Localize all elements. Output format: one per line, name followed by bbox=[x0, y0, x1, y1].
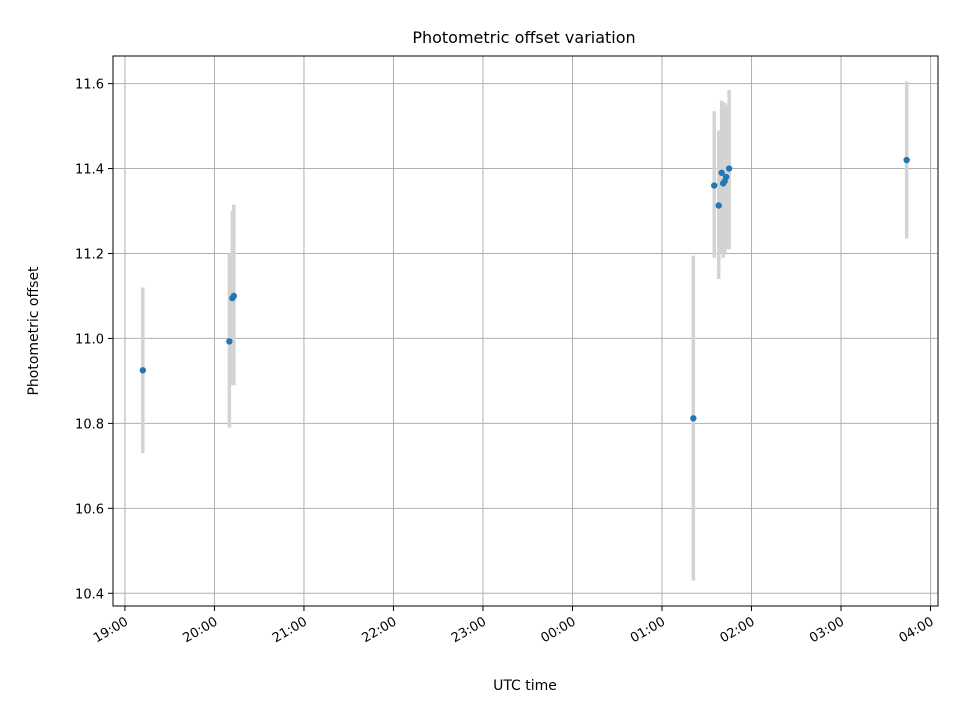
x-axis-label: UTC time bbox=[493, 678, 557, 694]
data-point bbox=[722, 173, 730, 181]
y-tick-label: 10.4 bbox=[75, 587, 104, 602]
data-point bbox=[715, 202, 722, 209]
y-tick-label: 11.0 bbox=[75, 332, 104, 347]
y-tick-label: 11.4 bbox=[75, 163, 104, 178]
data-points bbox=[139, 156, 910, 422]
data-point bbox=[725, 165, 733, 172]
grid bbox=[113, 56, 938, 606]
y-tick-label: 10.6 bbox=[75, 502, 104, 517]
data-point bbox=[226, 338, 233, 345]
data-point bbox=[690, 415, 697, 422]
data-point bbox=[230, 292, 238, 300]
y-tick-label: 11.6 bbox=[75, 78, 104, 93]
y-axis-label: Photometric offset bbox=[26, 266, 42, 396]
y-tick-label: 11.2 bbox=[75, 247, 104, 262]
data-point bbox=[718, 169, 725, 176]
y-axis-ticks: 10.4 10.6 10.8 11.0 11.2 11.4 11.6 bbox=[75, 78, 113, 602]
plot-frame bbox=[112, 55, 939, 607]
data-point bbox=[139, 367, 147, 374]
data-point bbox=[711, 182, 718, 189]
data-point bbox=[903, 156, 910, 164]
chart-title: Photometric offset variation bbox=[412, 28, 635, 47]
y-tick-label: 10.8 bbox=[75, 417, 104, 432]
